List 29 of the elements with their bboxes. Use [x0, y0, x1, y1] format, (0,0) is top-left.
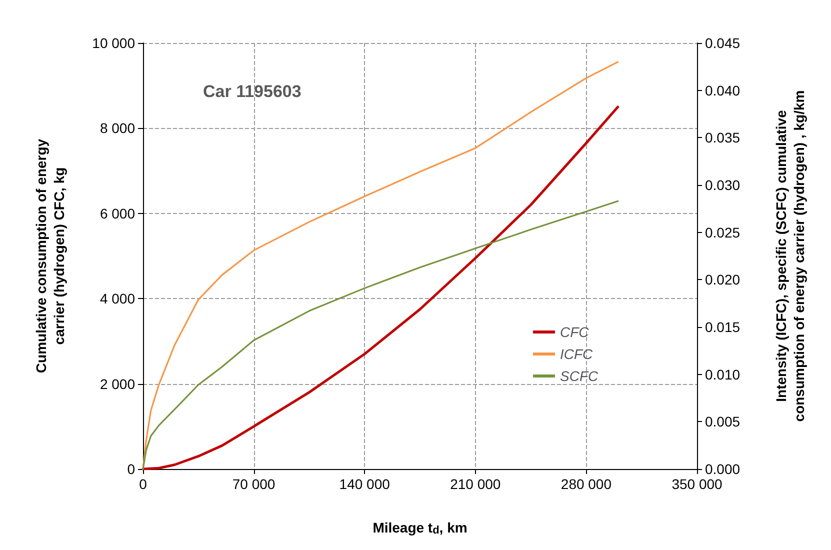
y-tick-label: 0 [127, 461, 136, 477]
y-tick-label: 6 000 [100, 205, 136, 222]
y2-tick-label: 0.010 [705, 366, 740, 382]
y-axis-title: Cumulative consumption of energy carrier (hydrogen) CFC, kg [33, 138, 67, 374]
y-tick-label: 10 000 [92, 35, 136, 51]
x-tick-label: 210 000 [450, 476, 501, 492]
y-tick-label: 8 000 [100, 120, 136, 136]
y2-tick-label: 0.025 [705, 224, 740, 240]
x-tick-label: 280 000 [560, 476, 612, 492]
y2-tick-label: 0.000 [705, 461, 740, 477]
y2-tick-label: 0.020 [705, 272, 740, 288]
y-tick-label: 4 000 [100, 290, 136, 307]
x-tick-label: 140 000 [339, 476, 390, 492]
y2-tick-label: 0.030 [705, 177, 740, 193]
annotation: Car 1195603 [203, 82, 302, 101]
x-tick-label: 70 000 [232, 476, 276, 492]
line-series [142, 200, 619, 470]
legend-label: CFC [560, 324, 590, 340]
y2-axis-title: Intensity (ICFC), specific (SCFC) cumulative consumption of energy carrier (hydrogen) , kg/km [773, 90, 807, 422]
x-tick-label: 0 [139, 476, 148, 492]
legend-label: SCFC [560, 368, 599, 384]
y2-tick-label: 0.015 [705, 319, 740, 335]
y-tick-label: 2 000 [100, 376, 136, 392]
y2-tick-label: 0.005 [705, 414, 740, 430]
y2-tick-label: 0.035 [705, 130, 740, 146]
legend-label: ICFC [560, 346, 594, 362]
y2-tick-label: 0.040 [705, 82, 740, 98]
y2-tick-label: 0.045 [705, 35, 740, 51]
x-tick-label: 350 000 [672, 476, 723, 492]
